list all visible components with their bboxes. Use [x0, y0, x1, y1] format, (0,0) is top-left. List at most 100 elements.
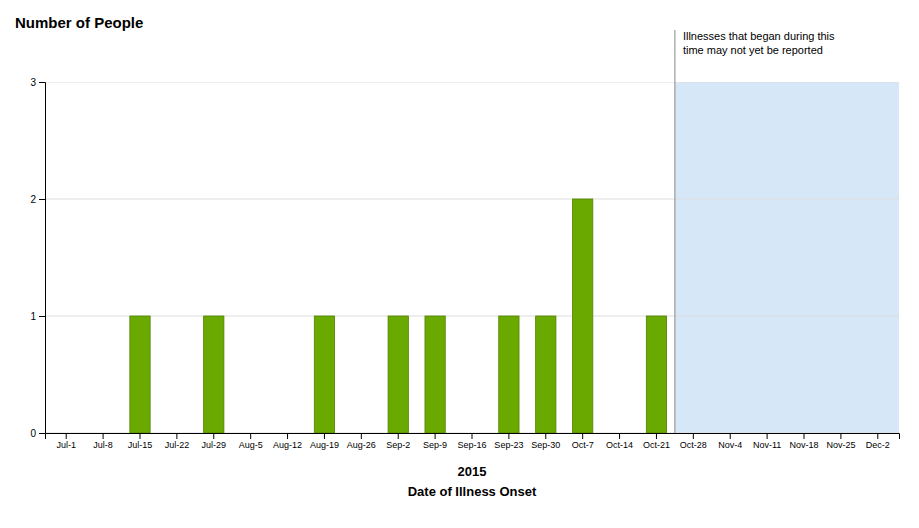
x-tick-label: Dec-2	[866, 440, 890, 450]
grid	[45, 82, 899, 433]
y-tick-mark	[39, 316, 45, 317]
x-tick-mark	[877, 433, 878, 439]
y-axis-line	[39, 83, 46, 434]
bar	[831, 433, 851, 434]
x-tick-mark	[840, 433, 841, 439]
x-tick: Jul-15	[128, 433, 153, 450]
y-tick-label: 3	[30, 77, 36, 88]
y-axis: 0 1 2 3	[30, 77, 45, 439]
x-tick-label: Jul-8	[93, 440, 113, 450]
bar	[536, 316, 556, 433]
x-tick-label: Sep-9	[423, 440, 447, 450]
x-tick-label: Aug-19	[310, 440, 339, 450]
x-tick: Dec-2	[866, 433, 890, 450]
x-tick-label: Oct-28	[680, 440, 707, 450]
x-tick-mark	[545, 433, 546, 439]
grid-line	[45, 316, 899, 317]
x-tick-mark	[435, 433, 436, 439]
x-tick: Sep-2	[386, 433, 410, 450]
bar	[351, 433, 371, 434]
bar	[720, 433, 740, 434]
x-tick-mark	[139, 433, 140, 439]
x-tick: Nov-25	[826, 433, 855, 450]
x-tick-mark	[213, 433, 214, 439]
x-tick-label: Jul-15	[128, 440, 153, 450]
annotation: Illnesses that began during thistime may…	[683, 30, 835, 56]
bar	[56, 433, 76, 434]
grid-line	[45, 433, 899, 434]
y-tick: 0	[30, 428, 45, 439]
x-tick-mark	[324, 433, 325, 439]
y-tick: 2	[30, 194, 45, 205]
x-tick-mark	[398, 433, 399, 439]
x-tick-mark	[582, 433, 583, 439]
y-tick: 1	[30, 311, 45, 322]
x-tick: Aug-12	[273, 433, 302, 450]
bar	[425, 316, 445, 433]
bar	[646, 316, 666, 433]
bar	[609, 433, 629, 434]
x-tick: Sep-23	[494, 433, 523, 450]
x-tick-label: Oct-7	[572, 440, 594, 450]
x-tick: Jul-29	[202, 433, 227, 450]
bar	[757, 433, 777, 434]
x-tick: Nov-11	[753, 433, 781, 450]
x-tick: Oct-28	[680, 433, 707, 450]
y-tick: 3	[30, 77, 45, 88]
x-tick-mark	[176, 433, 177, 439]
x-tick-label: Sep-16	[457, 440, 486, 450]
shade-region	[675, 82, 899, 433]
x-tick-mark	[287, 433, 288, 439]
x-tick: Aug-26	[347, 433, 376, 450]
x-tick-label: Sep-2	[386, 440, 410, 450]
x-tick: Jul-1	[56, 433, 76, 450]
x-tick-label: Jul-29	[202, 440, 227, 450]
x-tick-mark	[250, 433, 251, 439]
grid-line	[45, 199, 899, 200]
x-tick: Sep-16	[457, 433, 486, 450]
x-tick-label: Sep-30	[531, 440, 560, 450]
x-tick-mark	[103, 433, 104, 439]
x-axis-line	[46, 434, 900, 440]
y-tick-mark	[39, 199, 45, 200]
plot: Jul-1 Jul-8 Jul-15 Jul-22 Jul-29 Aug-5 Aug-12 A…	[30, 30, 899, 450]
x-tick-mark	[508, 433, 509, 439]
bar	[388, 316, 408, 433]
bar	[462, 433, 482, 434]
x-tick: Jul-8	[93, 433, 113, 450]
x-label: 2015Date of Illness Onset	[408, 464, 537, 499]
x-tick-label: Jul-1	[56, 440, 76, 450]
x-tick-mark	[693, 433, 694, 439]
bar	[683, 433, 703, 434]
x-tick: Jul-22	[165, 433, 190, 450]
x-tick-mark	[804, 433, 805, 439]
x-tick: Sep-30	[531, 433, 560, 450]
bar	[277, 433, 297, 434]
y-tick-label: 0	[30, 428, 36, 439]
y-tick-mark	[39, 433, 45, 434]
x-tick: Aug-5	[239, 433, 263, 450]
plot-area	[45, 82, 899, 433]
x-tick-label: Nov-11	[753, 440, 781, 450]
x-tick-mark	[361, 433, 362, 439]
y-tick-label: 2	[30, 194, 36, 205]
annotation-line	[674, 30, 675, 433]
x-tick-label: Jul-22	[165, 440, 190, 450]
x-tick-label: Nov-18	[790, 440, 819, 450]
x-tick-label: Oct-21	[643, 440, 670, 450]
x-tick: Oct-21	[643, 433, 670, 450]
x-tick: Oct-14	[606, 433, 633, 450]
bar	[314, 316, 334, 433]
x-tick-mark	[730, 433, 731, 439]
x-tick-label: Aug-5	[239, 440, 263, 450]
x-tick-mark	[66, 433, 67, 439]
x-tick: Sep-9	[423, 433, 447, 450]
x-tick: Nov-18	[790, 433, 819, 450]
x-tick-label: Nov-25	[826, 440, 855, 450]
bar	[130, 316, 150, 433]
x-tick-mark	[472, 433, 473, 439]
x-tick-label: Aug-12	[273, 440, 302, 450]
y-tick-label: 1	[30, 311, 36, 322]
y-tick-mark	[39, 82, 45, 83]
x-tick-label: Sep-23	[494, 440, 523, 450]
